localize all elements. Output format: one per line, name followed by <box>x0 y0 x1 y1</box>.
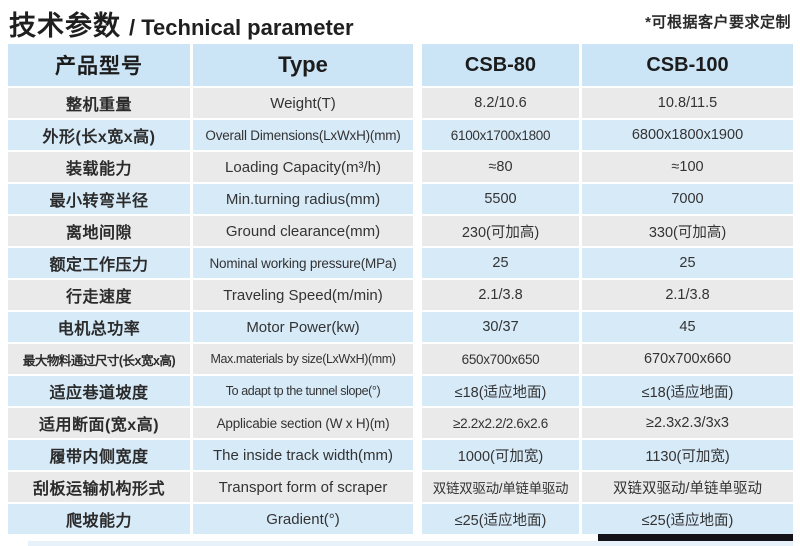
page-title-en: / Technical parameter <box>129 15 354 40</box>
value-csb100: 330(可加高) <box>582 216 793 246</box>
table-row: 整机重量 Weight(T) 8.2/10.6 10.8/11.5 <box>8 88 793 118</box>
table-header-row: 产品型号 Type CSB-80 CSB-100 <box>8 44 793 86</box>
value-csb80: ≤25(适应地面) <box>422 504 579 534</box>
table-row: 装载能力 Loading Capacity(m³/h) ≈80 ≈100 <box>8 152 793 182</box>
value-csb100: 670x700x660 <box>582 344 793 374</box>
table-row: 适用断面(宽x高) Applicabie section (W x H)(m) ≥2… <box>8 408 793 438</box>
row-label-cn: 整机重量 <box>8 88 190 118</box>
row-label-cn: 最大物料通过尺寸(长x宽x高) <box>8 344 190 374</box>
page-title: 技术参数 / Technical parameter <box>9 4 354 43</box>
value-csb100: 双链双驱动/单链单驱动 <box>582 472 793 502</box>
row-label-en: Min.turning radius(mm) <box>193 184 413 214</box>
table-row: 额定工作压力 Nominal working pressure(MPa) 25 25 <box>8 248 793 278</box>
row-label-cn: 额定工作压力 <box>8 248 190 278</box>
row-label-cn: 外形(长x宽x高) <box>8 120 190 150</box>
table-row: 行走速度 Traveling Speed(m/min) 2.1/3.8 2.1/3.8 <box>8 280 793 310</box>
row-label-en: Weight(T) <box>193 88 413 118</box>
value-csb100: 2.1/3.8 <box>582 280 793 310</box>
value-csb100: ≈100 <box>582 152 793 182</box>
row-label-cn: 刮板运输机构形式 <box>8 472 190 502</box>
row-label-en: To adapt tp the tunnel slope(°) <box>193 376 413 406</box>
row-label-en: Gradient(°) <box>193 504 413 534</box>
value-csb100: ≤18(适应地面) <box>582 376 793 406</box>
row-label-en: Max.materials by size(LxWxH)(mm) <box>193 344 413 374</box>
row-label-cn: 爬坡能力 <box>8 504 190 534</box>
value-csb80: 2.1/3.8 <box>422 280 579 310</box>
row-label-cn: 最小转弯半径 <box>8 184 190 214</box>
value-csb80: 双链双驱动/单链单驱动 <box>422 472 579 502</box>
table-row: 适应巷道坡度 To adapt tp the tunnel slope(°) ≤18… <box>8 376 793 406</box>
row-label-cn: 电机总功率 <box>8 312 190 342</box>
row-label-en: Traveling Speed(m/min) <box>193 280 413 310</box>
value-csb80: ≤18(适应地面) <box>422 376 579 406</box>
value-csb100: ≤25(适应地面) <box>582 504 793 534</box>
row-label-en: Ground clearance(mm) <box>193 216 413 246</box>
value-csb80: 30/37 <box>422 312 579 342</box>
row-label-en: Loading Capacity(m³/h) <box>193 152 413 182</box>
value-csb80: 1000(可加宽) <box>422 440 579 470</box>
row-label-en: Nominal working pressure(MPa) <box>193 248 413 278</box>
row-label-cn: 履带内侧宽度 <box>8 440 190 470</box>
table-row: 电机总功率 Motor Power(kw) 30/37 45 <box>8 312 793 342</box>
value-csb100: 6800x1800x1900 <box>582 120 793 150</box>
value-csb80: ≈80 <box>422 152 579 182</box>
table-row: 爬坡能力 Gradient(°) ≤25(适应地面) ≤25(适应地面) <box>8 504 793 534</box>
value-csb80: 650x700x650 <box>422 344 579 374</box>
value-csb100: 7000 <box>582 184 793 214</box>
row-label-cn: 适应巷道坡度 <box>8 376 190 406</box>
value-csb80: 5500 <box>422 184 579 214</box>
table-row: 最小转弯半径 Min.turning radius(mm) 5500 7000 <box>8 184 793 214</box>
value-csb100: 25 <box>582 248 793 278</box>
row-label-en: Motor Power(kw) <box>193 312 413 342</box>
row-label-en: Applicabie section (W x H)(m) <box>193 408 413 438</box>
row-label-cn: 适用断面(宽x高) <box>8 408 190 438</box>
value-csb80: ≥2.2x2.2/2.6x2.6 <box>422 408 579 438</box>
footer-dark-bar <box>598 534 793 545</box>
row-label-en: Overall Dimensions(LxWxH)(mm) <box>193 120 413 150</box>
table-row: 外形(长x宽x高) Overall Dimensions(LxWxH)(mm) 61… <box>8 120 793 150</box>
table-row: 最大物料通过尺寸(长x宽x高) Max.materials by size(LxW… <box>8 344 793 374</box>
value-csb80: 25 <box>422 248 579 278</box>
page-title-cn: 技术参数 <box>9 11 121 41</box>
column-header-3: CSB-100 <box>582 44 793 86</box>
column-header-2: CSB-80 <box>422 44 579 86</box>
table-row: 离地间隙 Ground clearance(mm) 230(可加高) 330(可加高) <box>8 216 793 246</box>
value-csb80: 6100x1700x1800 <box>422 120 579 150</box>
row-label-cn: 离地间隙 <box>8 216 190 246</box>
parameter-table: 产品型号 Type CSB-80 CSB-100 整机重量 Weight(T) 8.2/10… <box>8 44 793 536</box>
value-csb100: 45 <box>582 312 793 342</box>
table-row: 履带内侧宽度 The inside track width(mm) 1000(可加宽… <box>8 440 793 470</box>
value-csb100: 1130(可加宽) <box>582 440 793 470</box>
value-csb100: ≥2.3x2.3/3x3 <box>582 408 793 438</box>
value-csb80: 230(可加高) <box>422 216 579 246</box>
row-label-en: The inside track width(mm) <box>193 440 413 470</box>
table-row: 刮板运输机构形式 Transport form of scraper 双链双驱动/单… <box>8 472 793 502</box>
column-header-1: Type <box>193 44 413 86</box>
value-csb100: 10.8/11.5 <box>582 88 793 118</box>
row-label-en: Transport form of scraper <box>193 472 413 502</box>
footer-strip <box>28 541 793 546</box>
row-label-cn: 行走速度 <box>8 280 190 310</box>
column-header-0: 产品型号 <box>8 44 190 86</box>
value-csb80: 8.2/10.6 <box>422 88 579 118</box>
customization-note: *可根据客户要求定制 <box>645 14 791 31</box>
row-label-cn: 装载能力 <box>8 152 190 182</box>
